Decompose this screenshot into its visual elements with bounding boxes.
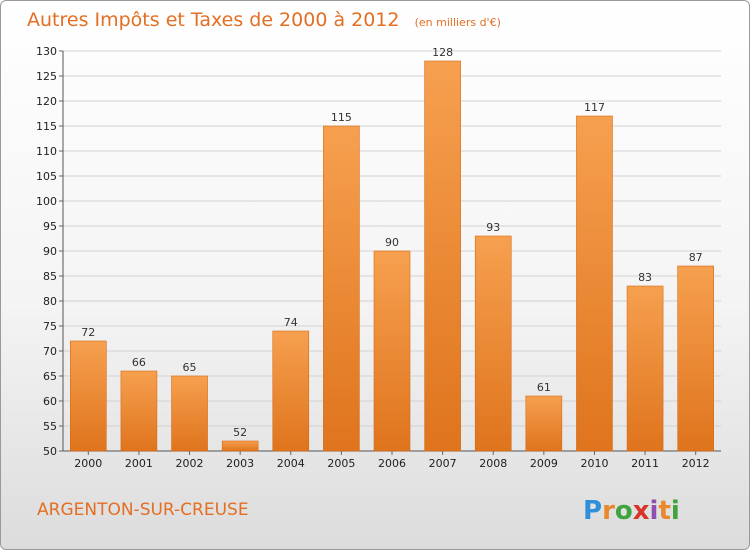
chart-title-text: Autres Impôts et Taxes de 2000 à 2012 bbox=[27, 9, 400, 31]
bar-value-label: 65 bbox=[183, 361, 197, 374]
bar-value-label: 117 bbox=[584, 101, 605, 114]
bar-value-label: 74 bbox=[284, 316, 298, 329]
chart-unit: (en milliers d'€) bbox=[415, 16, 501, 29]
bar-value-label: 128 bbox=[432, 46, 453, 59]
x-tick-label: 2009 bbox=[530, 457, 558, 470]
bar-2002 bbox=[171, 375, 208, 452]
bar-2003 bbox=[221, 440, 259, 452]
bar-2008 bbox=[474, 235, 512, 452]
x-tick-label: 2004 bbox=[277, 457, 305, 470]
y-tick-label: 95 bbox=[43, 220, 57, 233]
bar-value-label: 93 bbox=[486, 221, 500, 234]
y-tick-label: 115 bbox=[36, 120, 57, 133]
x-tick-label: 2008 bbox=[479, 457, 507, 470]
bar-2001 bbox=[120, 370, 158, 452]
y-tick-label: 50 bbox=[43, 445, 57, 458]
x-tick-label: 2002 bbox=[176, 457, 204, 470]
bar-2009 bbox=[525, 395, 563, 452]
bar-value-label: 83 bbox=[638, 271, 652, 284]
x-tick-label: 2003 bbox=[226, 457, 254, 470]
bar-value-label: 61 bbox=[537, 381, 551, 394]
bar-value-label: 66 bbox=[132, 356, 146, 369]
bar-value-label: 72 bbox=[81, 326, 95, 339]
x-tick-label: 2001 bbox=[125, 457, 153, 470]
proxiti-logo: Proxiti bbox=[583, 496, 680, 526]
x-tick-label: 2012 bbox=[682, 457, 710, 470]
logo-letter: P bbox=[583, 496, 602, 526]
bar-value-label: 115 bbox=[331, 111, 352, 124]
chart-title: Autres Impôts et Taxes de 2000 à 2012 (e… bbox=[27, 9, 501, 31]
bar-2011 bbox=[626, 285, 664, 452]
y-tick-label: 85 bbox=[43, 270, 57, 283]
logo-letter: i bbox=[671, 496, 680, 526]
y-tick-label: 70 bbox=[43, 345, 57, 358]
plot-area: 50 55 60 65 70 75 80 85 90 95 100 105 110 115 120 125 13… bbox=[36, 45, 721, 470]
bar-2004 bbox=[272, 330, 310, 452]
location-label: ARGENTON-SUR-CREUSE bbox=[37, 500, 249, 520]
x-tick-label: 2006 bbox=[378, 457, 406, 470]
bar-2007 bbox=[424, 60, 461, 452]
logo-letter: x bbox=[633, 496, 650, 526]
logo-letter: r bbox=[602, 496, 615, 526]
bar-2012 bbox=[677, 265, 714, 452]
y-tick-label: 75 bbox=[43, 320, 57, 333]
y-tick-label: 60 bbox=[43, 395, 57, 408]
y-tick-label: 55 bbox=[43, 420, 57, 433]
logo-letter: i bbox=[650, 496, 659, 526]
y-tick-label: 110 bbox=[36, 145, 57, 158]
y-tick-label: 105 bbox=[36, 170, 57, 183]
bar-value-label: 52 bbox=[233, 426, 247, 439]
y-tick-label: 90 bbox=[43, 245, 57, 258]
bar-2005 bbox=[323, 125, 360, 452]
bar-value-label: 90 bbox=[385, 236, 399, 249]
x-tick-label: 2000 bbox=[74, 457, 102, 470]
y-tick-label: 120 bbox=[36, 95, 57, 108]
x-tick-label: 2005 bbox=[327, 457, 355, 470]
y-tick-label: 80 bbox=[43, 295, 57, 308]
bar-value-label: 87 bbox=[689, 251, 703, 264]
x-tick-label: 2007 bbox=[429, 457, 457, 470]
y-tick-label: 130 bbox=[36, 45, 57, 58]
y-tick-label: 125 bbox=[36, 70, 57, 83]
bar-2010 bbox=[576, 115, 613, 452]
x-tick-label: 2011 bbox=[631, 457, 659, 470]
bar-2000 bbox=[70, 340, 107, 452]
x-tick-label: 2010 bbox=[580, 457, 608, 470]
y-tick-label: 65 bbox=[43, 370, 57, 383]
logo-letter: o bbox=[615, 496, 633, 526]
bar-2006 bbox=[373, 250, 411, 452]
logo-letter: t bbox=[658, 496, 670, 526]
y-tick-label: 100 bbox=[36, 195, 57, 208]
